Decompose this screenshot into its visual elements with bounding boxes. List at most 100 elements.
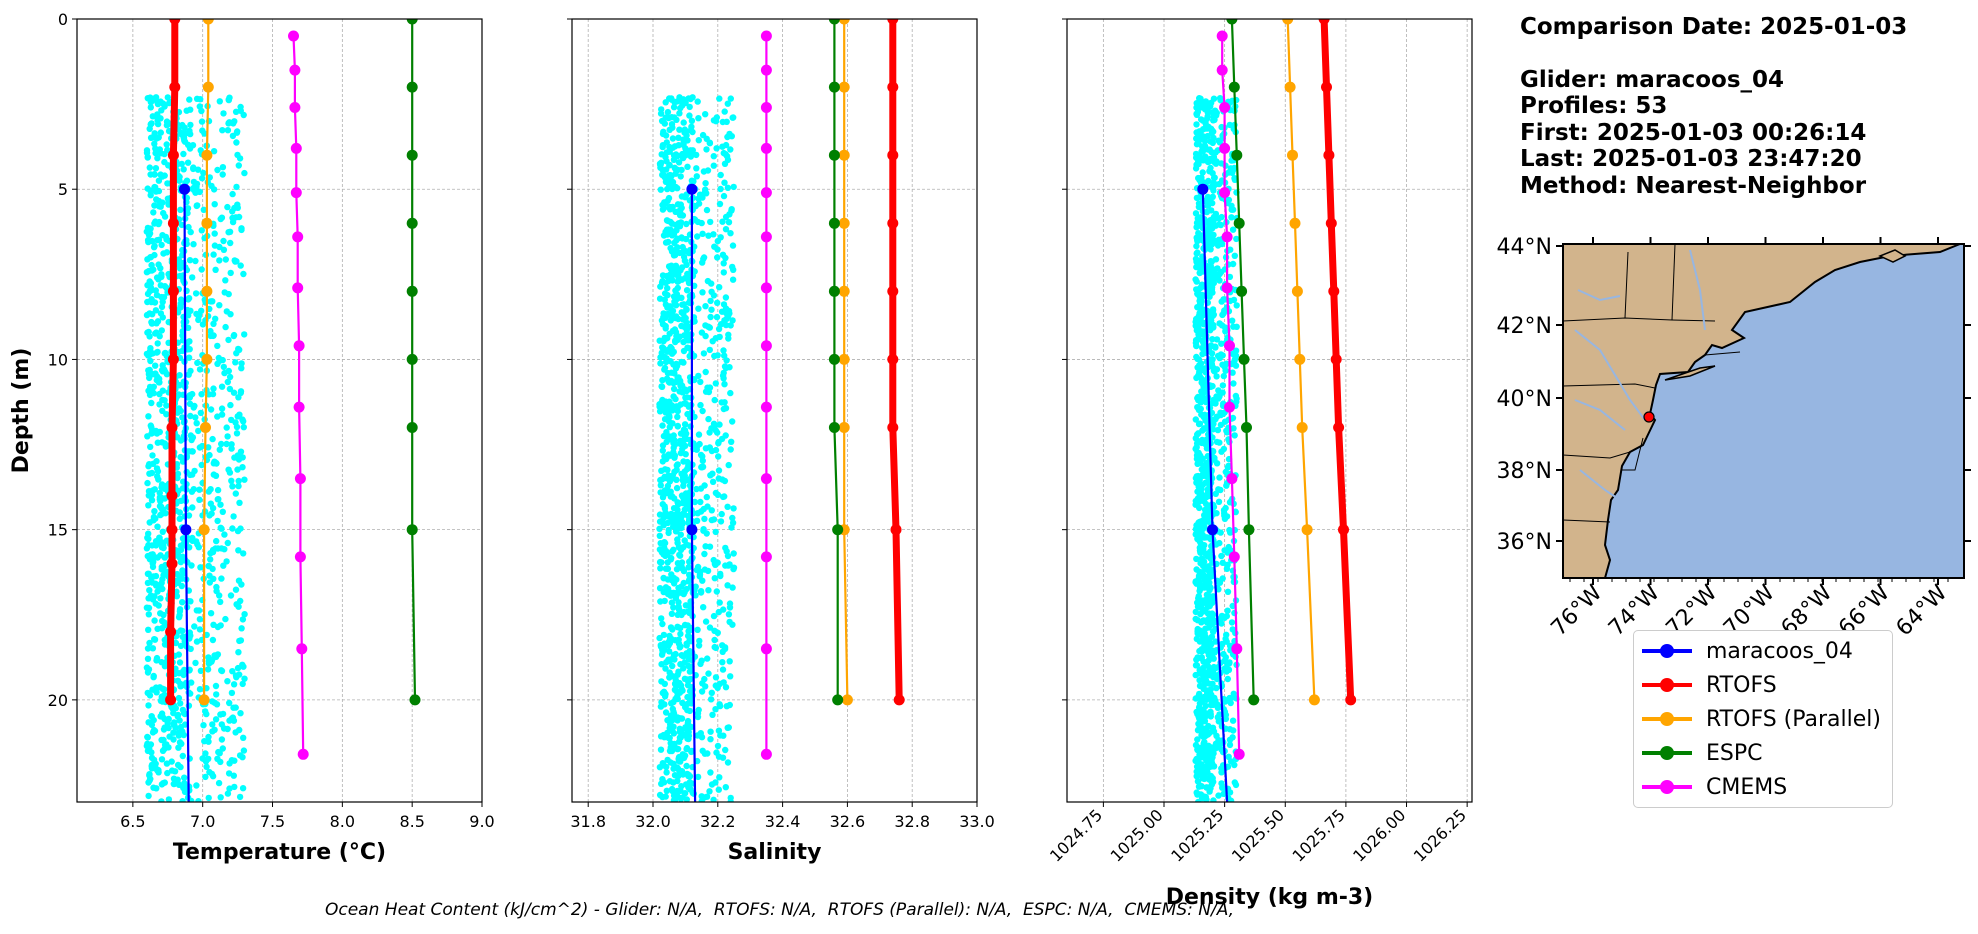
- glider-name: Glider: maracoos_04: [1520, 66, 1785, 93]
- observation-point: [693, 165, 700, 172]
- observation-point: [166, 733, 173, 740]
- observation-point: [700, 604, 707, 611]
- observation-point: [241, 331, 248, 338]
- observation-point: [661, 366, 668, 373]
- observation-point: [663, 769, 670, 776]
- observation-point: [157, 310, 165, 317]
- series-espc: [1226, 19, 1260, 706]
- observation-point: [217, 501, 224, 508]
- observation-point: [163, 236, 170, 243]
- observation-point: [229, 525, 236, 532]
- first-profile-time: First: 2025-01-03 00:26:14: [1520, 119, 1867, 146]
- observation-point: [659, 396, 666, 404]
- observation-point: [188, 562, 195, 569]
- observation-point: [1230, 380, 1237, 387]
- observation-point: [716, 599, 723, 606]
- observation-point: [228, 689, 236, 697]
- series-point: [198, 694, 210, 706]
- observation-point: [145, 611, 152, 618]
- observation-point: [1205, 277, 1212, 284]
- x-tick-label: 6.5: [120, 812, 145, 831]
- observation-point: [685, 95, 692, 102]
- observation-point: [204, 666, 212, 673]
- observation-point: [159, 585, 166, 593]
- observation-point: [151, 617, 158, 624]
- observation-point: [230, 389, 238, 396]
- observation-point: [673, 484, 681, 492]
- observation-point: [164, 94, 171, 101]
- observation-point: [1213, 684, 1220, 692]
- observation-point: [677, 430, 685, 437]
- observation-point: [144, 185, 151, 192]
- observation-point: [179, 414, 186, 421]
- series-point: [290, 142, 302, 154]
- observation-point: [658, 661, 665, 668]
- observation-point: [671, 468, 678, 475]
- observation-point: [152, 684, 160, 691]
- observation-point: [668, 599, 676, 606]
- observation-point: [179, 798, 186, 802]
- legend-swatch: [1642, 712, 1692, 726]
- observation-point: [1204, 132, 1211, 140]
- series-point: [179, 183, 190, 195]
- observation-point: [148, 469, 156, 477]
- observation-point: [177, 296, 185, 303]
- observation-point: [669, 203, 676, 211]
- y-tick-label: 0: [58, 10, 68, 29]
- series-cmems: [760, 30, 772, 760]
- observation-point: [722, 305, 730, 312]
- observation-point: [149, 427, 156, 434]
- observation-point: [665, 451, 672, 458]
- observation-point: [722, 254, 729, 262]
- observation-point: [673, 527, 680, 535]
- observation-point: [154, 439, 161, 446]
- observation-point: [699, 259, 706, 266]
- observation-point: [1209, 193, 1217, 200]
- observation-point: [1213, 366, 1221, 373]
- observation-point: [663, 149, 670, 156]
- observation-point: [209, 773, 217, 780]
- observation-point: [1210, 655, 1217, 662]
- observation-point: [1216, 474, 1223, 481]
- observation-point: [149, 729, 157, 736]
- observation-point: [1213, 336, 1221, 343]
- observation-point: [147, 443, 154, 451]
- observation-point: [1193, 111, 1201, 119]
- series-point: [201, 285, 213, 297]
- observation-point: [677, 105, 684, 112]
- observation-point: [1221, 307, 1228, 314]
- observation-point: [155, 261, 162, 268]
- observation-point: [184, 159, 192, 166]
- grid-lines: [572, 19, 977, 802]
- observation-point: [660, 631, 668, 639]
- series-point: [1221, 282, 1233, 294]
- series-point: [760, 187, 772, 199]
- observation-point: [218, 575, 225, 582]
- observation-point: [145, 626, 152, 633]
- observation-point: [673, 476, 680, 483]
- observation-point: [689, 128, 696, 136]
- axes-frame: [1066, 18, 1473, 803]
- observation-point: [700, 350, 708, 357]
- observation-point: [148, 749, 155, 756]
- observation-point: [159, 576, 166, 583]
- observation-point: [230, 681, 238, 688]
- observation-point: [178, 582, 185, 590]
- observation-point: [1219, 382, 1227, 389]
- observation-point: [212, 315, 219, 322]
- observation-point: [1200, 306, 1207, 314]
- observation-point: [1199, 178, 1207, 186]
- observation-point: [1207, 553, 1214, 560]
- series-point: [165, 626, 177, 638]
- observation-point: [727, 95, 734, 102]
- series-point: [289, 64, 301, 76]
- observation-point: [692, 583, 699, 590]
- observation-point: [659, 793, 666, 801]
- series-point: [887, 353, 899, 365]
- observation-point: [194, 202, 201, 209]
- observation-point: [1210, 420, 1217, 428]
- observation-point: [719, 754, 727, 761]
- observation-point: [196, 686, 204, 693]
- observation-point: [226, 119, 233, 126]
- observation-point: [197, 667, 205, 674]
